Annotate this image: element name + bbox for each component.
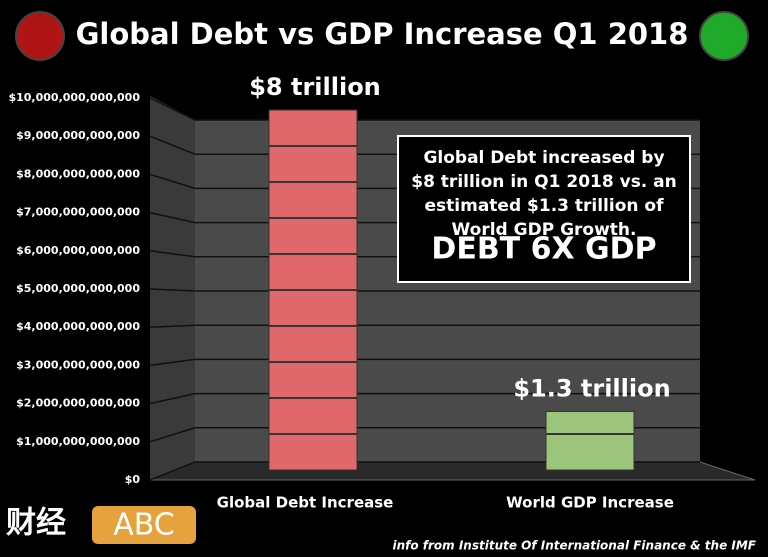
x-tick-label: Global Debt Increase: [217, 494, 394, 512]
grid-line: [149, 324, 700, 328]
watermark-abc: ABC: [113, 508, 175, 543]
y-tick-label: $3,000,000,000,000: [16, 358, 140, 371]
y-tick-label: $6,000,000,000,000: [16, 244, 140, 257]
globe-icon-green: [699, 11, 749, 61]
y-tick-label: $5,000,000,000,000: [16, 282, 140, 295]
annotation-box: [397, 135, 691, 283]
annotation-line: $8 trillion in Q1 2018 vs. an: [411, 172, 677, 192]
side-wall: [150, 96, 195, 480]
y-tick-label: $7,000,000,000,000: [16, 206, 140, 219]
y-tick-label: $10,000,000,000,000: [8, 91, 140, 104]
grid-line: [149, 392, 700, 405]
grid-line: [149, 288, 700, 292]
grid-line: [149, 461, 700, 481]
value-label: $1.3 trillion: [513, 375, 670, 403]
globe-icon-red: [15, 11, 65, 61]
y-tick-label: $0: [125, 473, 141, 486]
annotation-headline: DEBT 6X GDP: [431, 232, 656, 267]
annotation-line: Global Debt increased by: [423, 148, 664, 168]
y-tick-label: $9,000,000,000,000: [16, 129, 140, 142]
source-note: info from Institute Of International Fin…: [392, 539, 756, 553]
y-tick-label: $2,000,000,000,000: [16, 397, 140, 410]
grid-line: [149, 97, 700, 121]
x-tick-label: World GDP Increase: [506, 494, 674, 512]
y-tick-label: $8,000,000,000,000: [16, 167, 140, 180]
bar: [545, 411, 635, 471]
value-label: $8 trillion: [249, 73, 381, 101]
annotation-line: World GDP Growth.: [452, 220, 637, 240]
grid-line: [149, 358, 700, 367]
watermark-cn: 财经: [6, 506, 66, 541]
bars: [268, 109, 635, 471]
y-tick-label: $1,000,000,000,000: [16, 435, 140, 448]
grid-line: [149, 427, 700, 443]
floor: [149, 461, 756, 481]
y-tick-label: $4,000,000,000,000: [16, 320, 140, 333]
annotation-line: estimated $1.3 trillion of: [425, 196, 665, 216]
chart-title: Global Debt vs GDP Increase Q1 2018: [76, 17, 689, 51]
watermark-box: [92, 506, 196, 544]
annotation: Global Debt increased by $8 trillion in Q…: [411, 148, 677, 267]
